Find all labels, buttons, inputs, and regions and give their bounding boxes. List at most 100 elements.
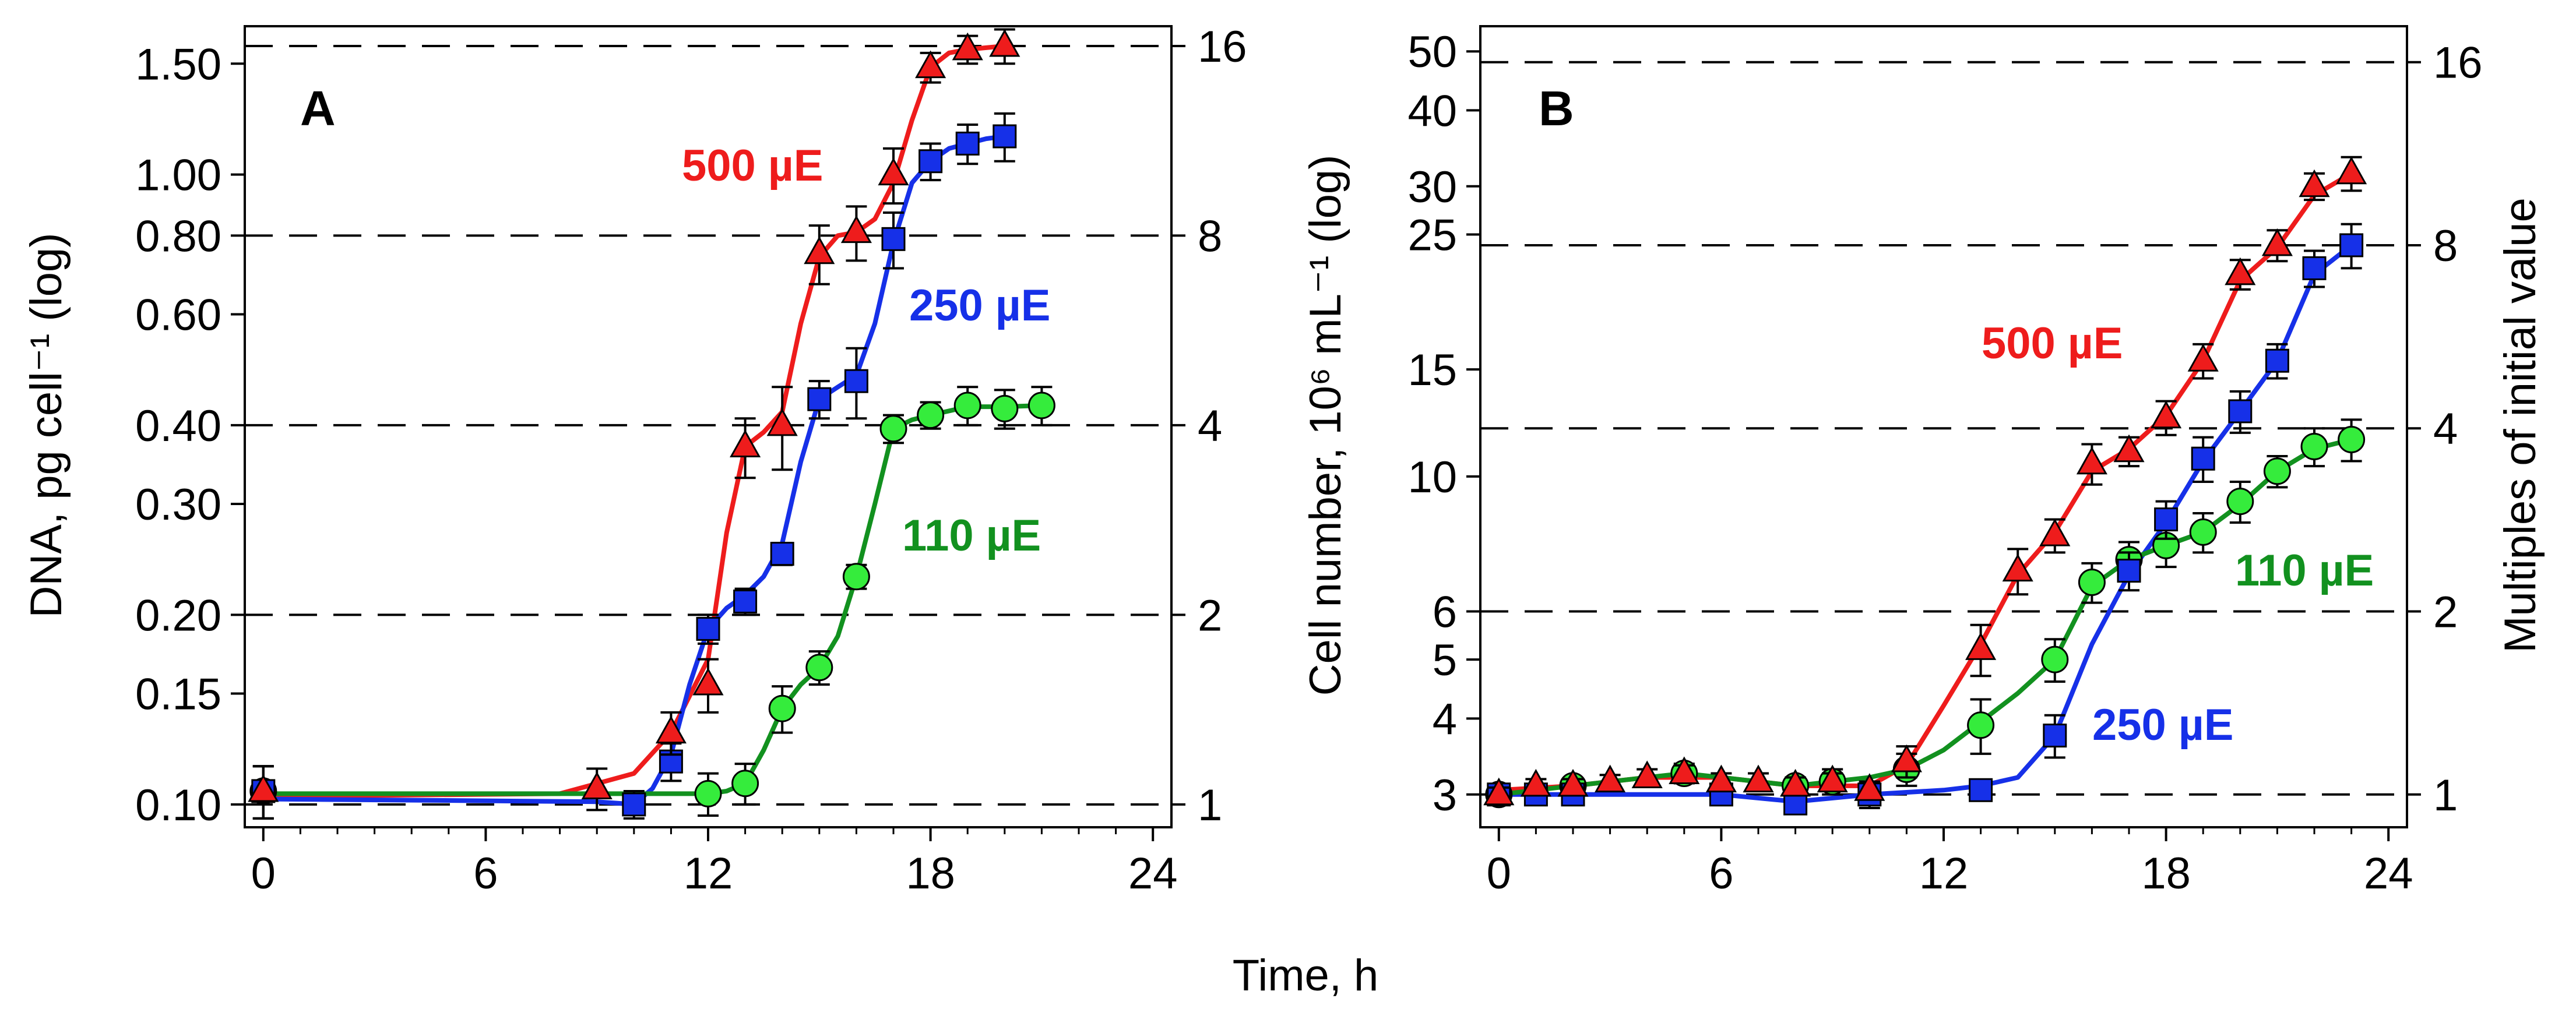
x-tick-label: 18 bbox=[2141, 849, 2191, 898]
point-circle bbox=[879, 415, 907, 443]
point-square bbox=[2117, 559, 2141, 583]
y-tick-label: 0.10 bbox=[135, 781, 221, 830]
point-circle bbox=[2041, 645, 2069, 673]
point-circle bbox=[768, 694, 796, 722]
y-tick-label: 0.80 bbox=[135, 211, 221, 261]
x-tick-label: 6 bbox=[1709, 849, 1733, 898]
panel-b-label-500: 500 µE bbox=[1982, 319, 2123, 368]
point-triangle bbox=[2002, 553, 2033, 582]
point-square bbox=[770, 542, 794, 566]
panel-b-label-250: 250 µE bbox=[2092, 700, 2233, 750]
point-triangle bbox=[2039, 518, 2071, 546]
point-circle bbox=[991, 394, 1019, 422]
point-circle bbox=[842, 563, 870, 591]
point-square bbox=[807, 387, 832, 411]
panel-a-ylabel: DNA, pg cell⁻¹ (log) bbox=[22, 233, 71, 618]
point-square bbox=[881, 227, 906, 251]
point-circle bbox=[731, 770, 759, 798]
x-tick-label: 12 bbox=[684, 849, 733, 898]
point-circle bbox=[953, 391, 981, 419]
x-tick-label: 6 bbox=[473, 849, 498, 898]
point-triangle bbox=[248, 774, 279, 802]
right-tick-label: 2 bbox=[2433, 587, 2458, 637]
point-triangle bbox=[730, 429, 761, 458]
point-circle bbox=[694, 779, 722, 807]
point-triangle bbox=[1854, 773, 1885, 801]
y-tick-label: 25 bbox=[1407, 210, 1457, 260]
panel-b-x-ticks: 0 6 12 18 24 bbox=[1487, 827, 2413, 898]
right-tick-label: 1 bbox=[1198, 781, 1222, 830]
point-square bbox=[2339, 233, 2364, 257]
point-circle bbox=[1027, 391, 1055, 419]
point-square bbox=[622, 792, 646, 817]
right-tick-label: 4 bbox=[2433, 404, 2458, 454]
point-square bbox=[2154, 507, 2179, 532]
right-tick-label: 1 bbox=[2433, 771, 2458, 820]
y-tick-label: 15 bbox=[1407, 345, 1457, 395]
point-square bbox=[1969, 778, 1993, 802]
point-square bbox=[2228, 399, 2253, 424]
panel-a-x-ticks: 0 6 12 18 24 bbox=[251, 827, 1177, 898]
point-square bbox=[696, 616, 720, 641]
point-triangle bbox=[1483, 777, 1515, 806]
point-triangle bbox=[2113, 434, 2145, 463]
panel-b-letter: B bbox=[1539, 81, 1574, 136]
point-triangle bbox=[1780, 768, 1811, 797]
panel-b-right-ylabel: Multiples of initial value bbox=[2496, 197, 2545, 653]
point-square bbox=[844, 369, 868, 393]
y-tick-label: 0.60 bbox=[135, 291, 221, 340]
point-circle bbox=[805, 654, 833, 682]
panel-a-letter: A bbox=[300, 81, 336, 136]
panel-b-right-ticks: 1 2 4 8 16 bbox=[2407, 38, 2483, 820]
point-triangle bbox=[1669, 756, 1700, 784]
curve-circle bbox=[261, 403, 1044, 796]
panel-a-reference-lines bbox=[245, 44, 1171, 806]
point-square bbox=[733, 589, 758, 613]
x-tick-label: 0 bbox=[1487, 849, 1511, 898]
y-tick-label: 10 bbox=[1407, 453, 1457, 502]
y-tick-label: 0.20 bbox=[135, 591, 221, 640]
point-circle bbox=[2078, 568, 2106, 596]
y-tick-label: 0.30 bbox=[135, 480, 221, 530]
point-square bbox=[955, 131, 980, 156]
point-circle bbox=[917, 401, 945, 429]
panel-b-ylabel: Cell number, 10⁶ mL⁻¹ (log) bbox=[1301, 155, 1350, 696]
point-triangle bbox=[2187, 344, 2219, 372]
point-circle bbox=[2189, 518, 2217, 546]
right-tick-label: 4 bbox=[1198, 401, 1222, 451]
shared-x-axis-title: Time, h bbox=[1233, 951, 1379, 1000]
point-triangle bbox=[2151, 400, 2182, 429]
point-triangle bbox=[692, 667, 724, 696]
x-tick-label: 18 bbox=[906, 849, 955, 898]
point-triangle bbox=[840, 215, 872, 244]
right-tick-label: 8 bbox=[1198, 211, 1222, 261]
x-tick-label: 0 bbox=[251, 849, 276, 898]
y-tick-label: 40 bbox=[1407, 86, 1457, 136]
point-circle bbox=[1967, 711, 1995, 739]
point-triangle bbox=[1965, 632, 1997, 660]
right-tick-label: 2 bbox=[1198, 591, 1222, 640]
curve-triangle bbox=[1496, 171, 2354, 793]
point-triangle bbox=[581, 771, 613, 799]
point-triangle bbox=[1631, 760, 1663, 788]
panel-a-right-ticks: 1 2 4 8 16 bbox=[1171, 22, 1247, 830]
right-tick-label: 16 bbox=[2433, 38, 2483, 88]
point-triangle bbox=[1817, 764, 1848, 793]
point-triangle bbox=[1743, 764, 1774, 793]
point-triangle bbox=[1891, 744, 1922, 772]
panel-a-label-500: 500 µE bbox=[682, 141, 823, 191]
point-triangle bbox=[952, 32, 983, 61]
point-triangle bbox=[878, 157, 909, 186]
point-circle bbox=[2338, 426, 2366, 454]
point-triangle bbox=[915, 50, 946, 79]
y-tick-label: 3 bbox=[1433, 771, 1457, 820]
point-triangle bbox=[1705, 764, 1737, 793]
point-triangle bbox=[1595, 764, 1626, 793]
point-square bbox=[919, 149, 943, 174]
y-tick-label: 4 bbox=[1433, 694, 1457, 744]
x-tick-label: 24 bbox=[2364, 849, 2413, 898]
point-circle bbox=[2263, 457, 2291, 485]
